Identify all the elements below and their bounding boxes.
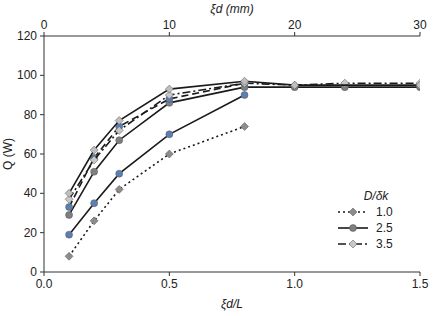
data-point — [241, 122, 249, 130]
x-tick-label: 1.5 — [412, 277, 429, 291]
y-tick — [40, 114, 44, 115]
data-point — [116, 170, 123, 177]
data-point — [115, 117, 123, 125]
chart: 0204060801001200.00.51.01.50102030ξd/Lξd… — [0, 0, 434, 316]
y-tick — [40, 75, 44, 76]
series-line — [69, 83, 244, 207]
legend-label: 2.5 — [376, 221, 393, 235]
data-point — [241, 92, 248, 99]
data-point — [66, 211, 73, 218]
data-point — [90, 146, 98, 154]
x2-tick — [169, 32, 170, 36]
series-line — [69, 95, 244, 235]
x-tick — [169, 272, 170, 276]
legend-title: D/δk — [364, 189, 390, 203]
x-tick-label: 0.0 — [36, 277, 53, 291]
data-point — [90, 156, 98, 164]
x2-tick-label: 30 — [413, 18, 427, 32]
x-tick-label: 0.5 — [161, 277, 178, 291]
data-point — [90, 217, 98, 225]
x2-axis-label: ξd (mm) — [210, 2, 253, 16]
legend-marker — [349, 240, 357, 248]
data-point — [416, 81, 420, 89]
x-tick — [420, 272, 421, 276]
data-point — [241, 77, 249, 85]
y-tick — [40, 232, 44, 233]
data-point — [115, 185, 123, 193]
legend-marker — [349, 208, 357, 216]
y-tick-label: 20 — [24, 226, 38, 240]
data-point — [65, 252, 73, 260]
y-tick-label: 100 — [17, 68, 37, 82]
series-line — [69, 81, 420, 193]
data-point — [166, 131, 173, 138]
plot-area — [65, 77, 420, 260]
data-point — [291, 81, 299, 89]
x2-tick — [44, 32, 45, 36]
y-tick — [40, 193, 44, 194]
data-point — [116, 137, 123, 144]
y-axis-label: Q (W) — [1, 138, 15, 170]
data-point — [91, 168, 98, 175]
x-axis — [44, 272, 420, 273]
data-point — [91, 200, 98, 207]
data-point — [115, 126, 123, 134]
y-tick-label: 120 — [17, 29, 37, 43]
x2-tick — [294, 32, 295, 36]
y-tick-label: 60 — [24, 147, 38, 161]
series-line — [69, 83, 420, 199]
data-point — [291, 81, 299, 89]
data-point — [165, 85, 173, 93]
x-tick — [294, 272, 295, 276]
y-tick — [40, 154, 44, 155]
x2-tick-label: 10 — [163, 18, 177, 32]
y-tick — [40, 272, 44, 273]
data-point — [341, 79, 349, 87]
x2-axis — [44, 36, 420, 37]
data-point — [165, 150, 173, 158]
data-point — [65, 189, 73, 197]
x2-tick — [420, 32, 421, 36]
y-tick-label: 80 — [24, 108, 38, 122]
x-tick-label: 1.0 — [286, 277, 303, 291]
legend-label: 1.0 — [376, 205, 393, 219]
y-tick-label: 40 — [24, 186, 38, 200]
x-axis-label: ξd/L — [221, 297, 243, 311]
series-line — [69, 87, 420, 215]
x-tick — [44, 272, 45, 276]
data-point — [66, 231, 73, 238]
x2-tick-label: 0 — [41, 18, 48, 32]
x2-tick-label: 20 — [288, 18, 302, 32]
legend-label: 3.5 — [376, 237, 393, 251]
series-line — [69, 126, 244, 256]
y-tick — [40, 36, 44, 37]
legend-marker — [350, 225, 357, 232]
data-point — [66, 204, 73, 211]
